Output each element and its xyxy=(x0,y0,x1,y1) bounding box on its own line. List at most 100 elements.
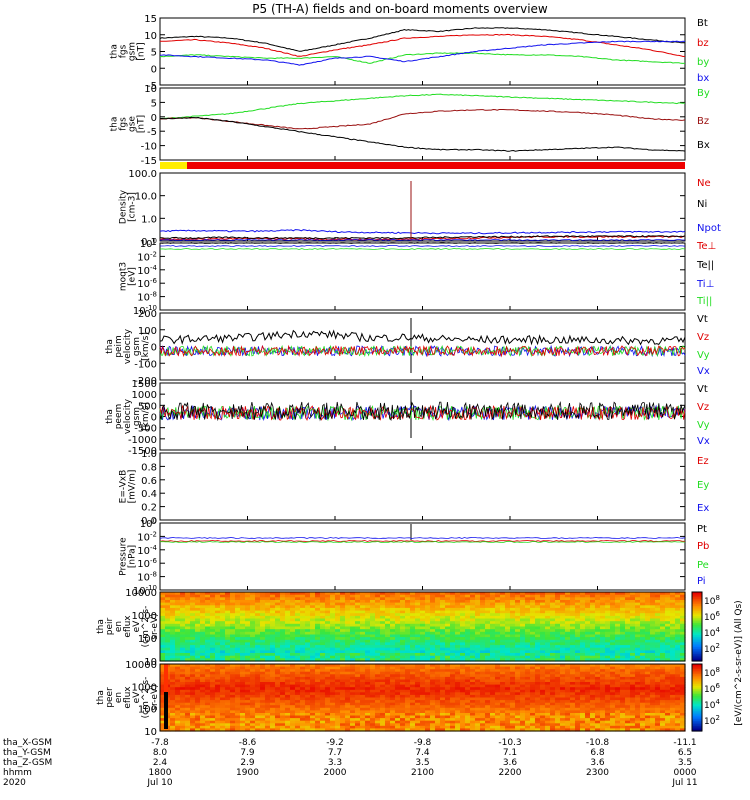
heat-cell xyxy=(435,594,441,598)
heat-cell xyxy=(245,689,251,693)
heat-cell xyxy=(360,705,366,709)
heat-cell xyxy=(160,692,166,696)
spectrogram-9 xyxy=(160,664,686,732)
heat-cell xyxy=(425,666,431,670)
heat-cell xyxy=(570,618,576,622)
heat-cell xyxy=(225,715,231,719)
heat-cell xyxy=(465,607,471,612)
heat-cell xyxy=(580,639,586,644)
heat-cell xyxy=(180,597,186,601)
heat-cell xyxy=(405,664,411,668)
heat-cell xyxy=(185,713,191,717)
heat-cell xyxy=(285,697,291,701)
heat-cell xyxy=(275,647,281,651)
heat-cell xyxy=(630,637,636,641)
ytick-label: 0 xyxy=(151,64,157,75)
heat-cell xyxy=(510,710,516,714)
heat-cell xyxy=(615,602,621,606)
heat-cell xyxy=(485,650,491,654)
heat-cell xyxy=(595,607,601,612)
heat-cell xyxy=(635,592,641,596)
heat-cell xyxy=(205,689,211,693)
heat-cell xyxy=(380,713,386,717)
heat-cell xyxy=(620,597,626,601)
heat-cell xyxy=(410,715,416,719)
heat-cell xyxy=(340,597,346,601)
heat-cell xyxy=(225,666,231,670)
heat-cell xyxy=(485,629,491,633)
heat-cell xyxy=(450,671,456,675)
ytick-label: 10 xyxy=(144,84,157,95)
heat-cell xyxy=(675,645,681,649)
heat-cell xyxy=(390,613,396,617)
heat-cell xyxy=(540,626,546,630)
heat-cell xyxy=(625,613,631,617)
heat-cell xyxy=(440,723,446,727)
ytick-label: 5 xyxy=(151,98,157,109)
heat-cell xyxy=(495,615,501,620)
heat-cell xyxy=(220,679,226,683)
heat-cell xyxy=(330,650,336,654)
heat-cell xyxy=(245,634,251,638)
heat-cell xyxy=(385,618,391,622)
heat-cell xyxy=(290,676,296,681)
heat-cell xyxy=(225,725,231,729)
heat-cell xyxy=(645,597,651,601)
heat-cell xyxy=(460,631,466,636)
heat-cell xyxy=(545,621,551,625)
heat-cell xyxy=(405,618,411,622)
heat-cell xyxy=(480,692,486,696)
heat-cell xyxy=(515,705,521,709)
heat-cell xyxy=(400,664,406,668)
heat-cell xyxy=(655,653,661,657)
heat-cell xyxy=(350,682,356,686)
heat-cell xyxy=(365,615,371,620)
heat-cell xyxy=(250,666,256,670)
heat-cell xyxy=(515,728,521,732)
heat-cell xyxy=(185,639,191,644)
heat-cell xyxy=(450,684,456,688)
heat-cell xyxy=(275,666,281,670)
heat-cell xyxy=(240,720,246,724)
heat-cell xyxy=(485,626,491,630)
heat-cell xyxy=(465,621,471,625)
heat-cell xyxy=(180,658,186,662)
heat-cell xyxy=(430,650,436,654)
heat-cell xyxy=(585,639,591,644)
heat-cell xyxy=(410,597,416,601)
heat-cell xyxy=(525,634,531,638)
heat-cell xyxy=(205,671,211,675)
heat-cell xyxy=(170,710,176,714)
heat-cell xyxy=(510,655,516,659)
heat-cell xyxy=(355,687,361,691)
heat-cell xyxy=(255,669,261,673)
heat-cell xyxy=(485,676,491,681)
heat-cell xyxy=(400,694,406,699)
heat-cell xyxy=(280,676,286,681)
heat-cell xyxy=(205,639,211,644)
heat-cell xyxy=(275,723,281,727)
heat-cell xyxy=(355,653,361,657)
heat-cell xyxy=(185,647,191,651)
heat-cell xyxy=(580,655,586,659)
heat-cell xyxy=(485,653,491,657)
heat-cell xyxy=(520,618,526,622)
heat-cell xyxy=(255,637,261,641)
heat-cell xyxy=(375,700,381,704)
heat-cell xyxy=(240,645,246,649)
heat-cell xyxy=(405,700,411,704)
heat-cell xyxy=(480,605,486,609)
heat-cell xyxy=(660,634,666,638)
heat-cell xyxy=(275,653,281,657)
heat-cell xyxy=(475,707,481,711)
heat-cell xyxy=(175,637,181,641)
heat-cell xyxy=(455,684,461,688)
heat-cell xyxy=(415,637,421,641)
heat-cell xyxy=(450,705,456,709)
heat-cell xyxy=(500,592,506,596)
heat-cell xyxy=(340,720,346,724)
heat-cell xyxy=(605,623,611,628)
heat-cell xyxy=(235,639,241,644)
heat-cell xyxy=(475,613,481,617)
heat-cell xyxy=(370,723,376,727)
